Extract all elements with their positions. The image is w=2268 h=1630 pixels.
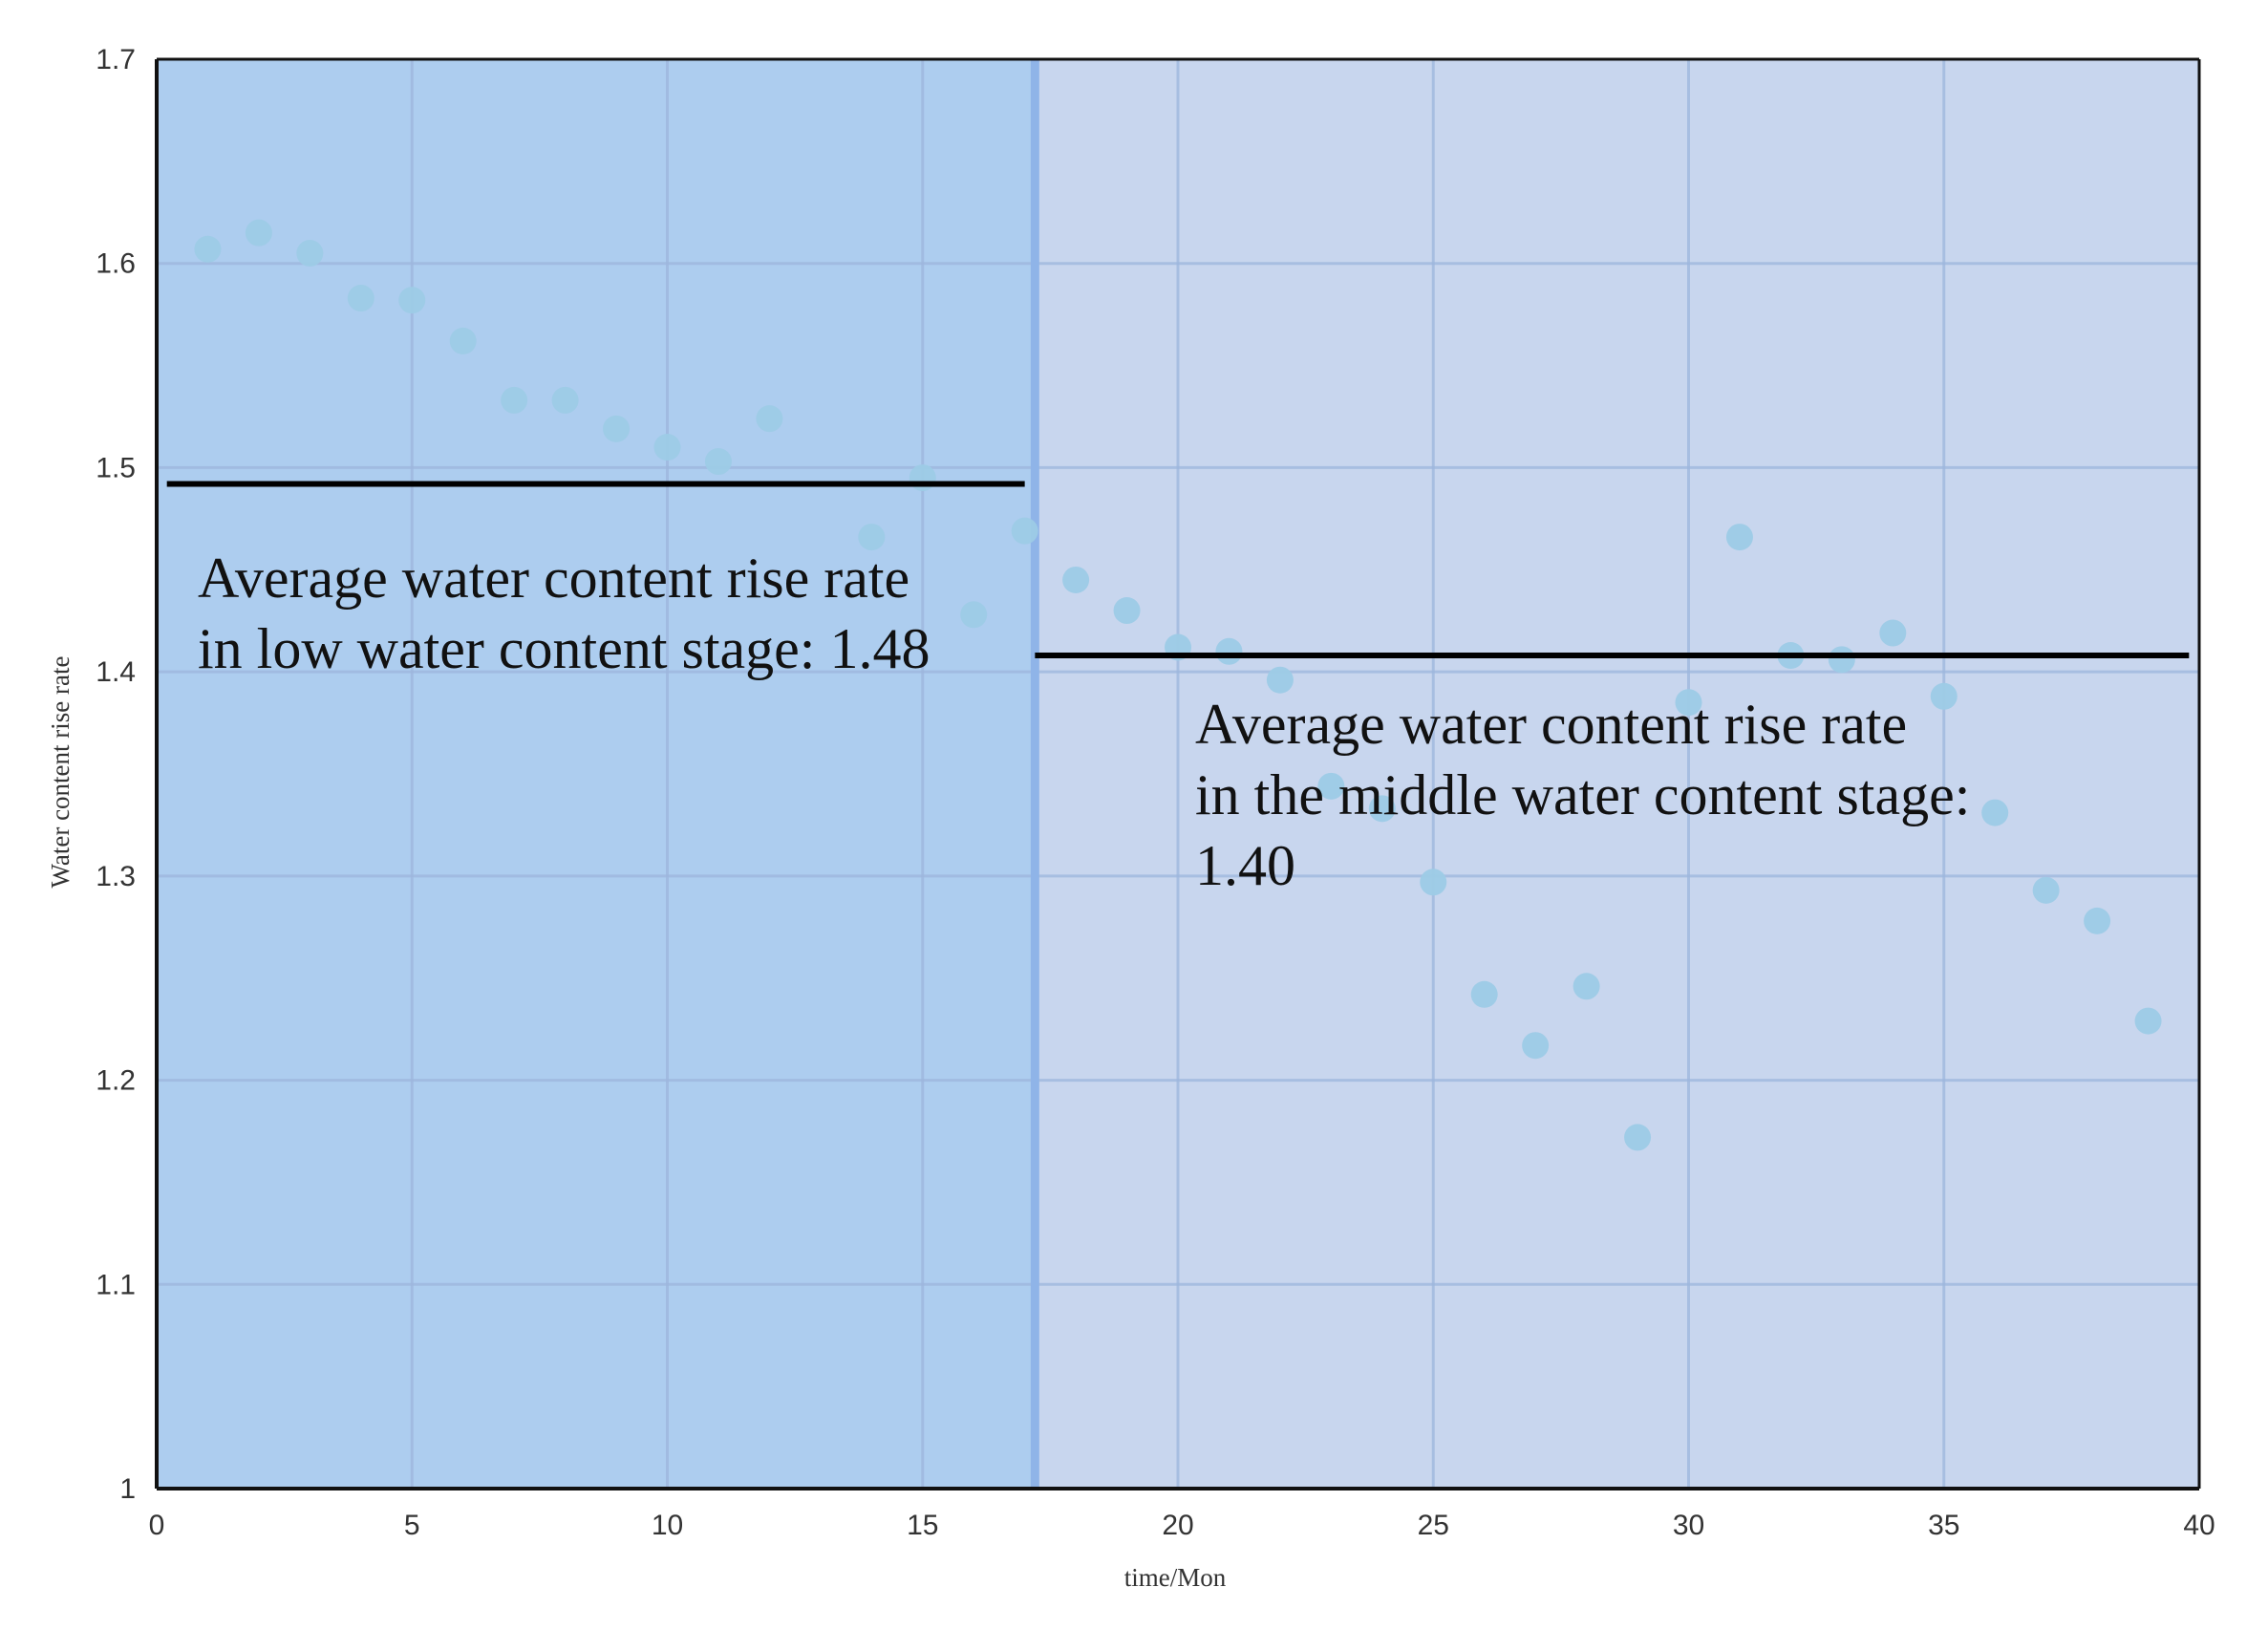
data-point <box>1368 795 1396 823</box>
x-axis-title: time/Mon <box>1124 1563 1227 1592</box>
x-tick-label: 20 <box>1162 1510 1193 1541</box>
x-axis-ticks: 0 5 10 15 20 25 30 35 40 <box>149 1510 2215 1541</box>
x-tick-label: 30 <box>1673 1510 1704 1541</box>
data-point <box>704 448 732 476</box>
data-point <box>1828 646 1855 674</box>
data-point <box>1573 973 1600 1000</box>
data-point <box>1215 637 1243 665</box>
data-point <box>1011 517 1038 545</box>
middle-stage-region <box>1035 59 2199 1489</box>
data-point <box>194 235 222 263</box>
y-tick-label: 1 <box>119 1473 136 1505</box>
y-tick-label: 1.3 <box>96 861 136 892</box>
x-tick-label: 10 <box>652 1510 683 1541</box>
data-point <box>1930 682 1958 710</box>
data-point <box>1113 597 1141 625</box>
data-point <box>347 285 374 312</box>
data-point <box>1317 772 1345 800</box>
data-point <box>603 415 631 442</box>
y-tick-label: 1.2 <box>96 1065 136 1097</box>
data-point <box>296 240 324 268</box>
data-point <box>1266 666 1294 694</box>
data-point <box>245 219 272 247</box>
plot-frame <box>155 57 2201 1491</box>
low-stage-region <box>157 59 1036 1489</box>
data-point <box>1725 524 1753 551</box>
data-point <box>909 464 936 492</box>
average-lines <box>166 481 2190 659</box>
x-tick-label: 0 <box>149 1510 165 1541</box>
data-point <box>551 386 579 414</box>
data-point <box>1420 869 1447 896</box>
middle-stage-annotation: Average water content rise rate in the m… <box>1195 693 1984 897</box>
y-axis-title: Water content rise rate <box>46 656 75 889</box>
stage-regions <box>157 59 2199 1489</box>
data-point <box>1624 1124 1652 1151</box>
low-stage-annotation-line-1: Average water content rise rate <box>198 547 909 610</box>
low-stage-annotation: Average water content rise rate in low w… <box>198 547 930 680</box>
middle-stage-annotation-line-1: Average water content rise rate <box>1195 693 1907 756</box>
data-point <box>653 434 681 461</box>
gridlines <box>157 59 2199 1489</box>
middle-stage-annotation-line-2: in the middle water content stage: <box>1195 763 1970 826</box>
data-point <box>1675 689 1702 717</box>
y-tick-label: 1.4 <box>96 656 136 688</box>
y-tick-label: 1.5 <box>96 452 136 483</box>
middle-stage-annotation-line-3: 1.40 <box>1195 834 1295 897</box>
x-tick-label: 5 <box>404 1510 420 1541</box>
data-point <box>858 524 886 551</box>
x-tick-label: 25 <box>1418 1510 1449 1541</box>
data-point <box>2084 907 2111 934</box>
y-tick-label: 1.1 <box>96 1269 136 1300</box>
x-tick-label: 15 <box>907 1510 938 1541</box>
data-point <box>2032 876 2060 904</box>
x-tick-label: 40 <box>2183 1510 2215 1541</box>
y-tick-label: 1.7 <box>96 44 136 75</box>
data-point <box>756 405 783 433</box>
data-point <box>449 327 477 354</box>
data-point <box>2134 1007 2162 1035</box>
data-point <box>1981 799 2009 826</box>
data-point <box>1522 1032 1550 1060</box>
data-point <box>1879 619 1907 647</box>
x-tick-label: 35 <box>1928 1510 1959 1541</box>
y-axis-ticks: 1 1.1 1.2 1.3 1.4 1.5 1.6 1.7 <box>96 44 136 1505</box>
y-tick-label: 1.6 <box>96 248 136 280</box>
data-point <box>960 601 988 629</box>
data-point <box>501 386 528 414</box>
data-point <box>1470 980 1498 1008</box>
low-stage-annotation-line-2: in low water content stage: 1.48 <box>198 617 930 680</box>
data-point <box>398 287 426 314</box>
data-point <box>1062 566 1090 593</box>
